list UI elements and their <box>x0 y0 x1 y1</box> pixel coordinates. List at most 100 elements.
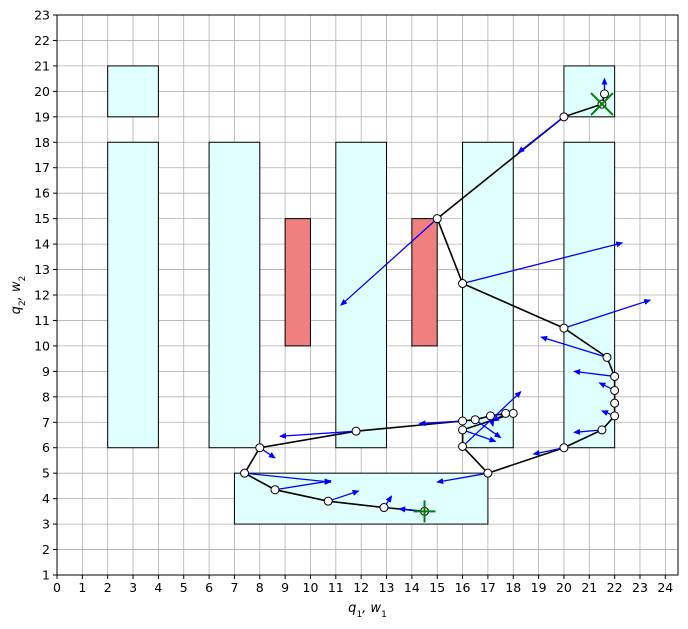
free-region-box <box>208 141 261 449</box>
x-tick-label: 17 <box>480 580 496 595</box>
y-tick-label: 18 <box>34 135 50 150</box>
path-point <box>485 411 495 421</box>
velocity-arrows <box>244 77 652 513</box>
velocity-arrow <box>517 116 565 154</box>
path-point <box>351 426 361 436</box>
path-point <box>610 398 620 408</box>
x-tick-label: 21 <box>581 580 597 595</box>
path-point <box>483 468 493 478</box>
y-tick-label: 5 <box>42 466 50 481</box>
velocity-arrow <box>573 369 615 378</box>
y-tick-label: 7 <box>42 415 50 430</box>
y-axis-label: q2, w2 <box>9 276 28 315</box>
x-tick-label: 15 <box>429 580 445 595</box>
x-tick-label: 0 <box>53 580 61 595</box>
x-tick-label: 24 <box>657 580 673 595</box>
path-point <box>255 443 265 453</box>
velocity-arrow <box>274 478 332 491</box>
y-tick-label: 22 <box>34 33 50 48</box>
x-tick-label: 8 <box>256 580 264 595</box>
velocity-arrow <box>532 447 565 456</box>
x-tick-label: 13 <box>379 580 395 595</box>
path-point <box>610 371 620 381</box>
x-tick-label: 1 <box>78 580 86 595</box>
endpoint-markers <box>413 92 614 523</box>
x-tick-label: 23 <box>632 580 648 595</box>
path-point <box>559 323 569 333</box>
x-tick-label: 19 <box>531 580 547 595</box>
velocity-arrow <box>279 430 357 439</box>
free-region-box <box>233 472 489 525</box>
velocity-arrow <box>328 490 360 502</box>
path-point <box>501 408 511 418</box>
obstacle-box <box>411 218 438 347</box>
y-tick-label: 6 <box>42 440 50 455</box>
path-point <box>559 112 569 122</box>
obstacles <box>284 218 438 347</box>
velocity-arrow <box>474 419 502 439</box>
path-point <box>458 425 468 435</box>
y-tick-label: 16 <box>34 186 50 201</box>
path-point <box>602 352 612 362</box>
velocity-arrow <box>244 472 332 485</box>
axis-ticks: 0 1 2 3 4 5 6 7 8 9 10 11 12 13 14 15 16 17 18 19 20 21 22 23 24… <box>34 8 673 596</box>
x-tick-label: 5 <box>180 580 188 595</box>
path-point <box>270 485 280 495</box>
y-tick-label: 19 <box>34 109 50 124</box>
x-tick-label: 12 <box>353 580 369 595</box>
path-point <box>559 443 569 453</box>
velocity-arrow <box>540 335 608 358</box>
path-line <box>243 93 616 513</box>
goal-marker-b <box>590 92 614 116</box>
path-point <box>610 385 620 395</box>
velocity-arrow <box>462 241 624 285</box>
free-region-box <box>107 141 159 449</box>
path-point <box>597 425 607 435</box>
velocity-arrow <box>462 429 497 443</box>
free-region-box <box>107 65 159 118</box>
y-tick-label: 17 <box>34 160 50 175</box>
x-tick-label: 3 <box>129 580 137 595</box>
path-point <box>240 468 250 478</box>
x-tick-label: 4 <box>154 580 162 595</box>
x-tick-label: 11 <box>328 580 344 595</box>
y-tick-label: 9 <box>42 364 50 379</box>
path-point <box>470 415 480 425</box>
y-tick-label: 2 <box>42 542 50 557</box>
free-region-box <box>335 141 388 449</box>
path-point <box>323 496 333 506</box>
x-tick-label: 6 <box>205 580 213 595</box>
y-tick-label: 1 <box>42 568 50 583</box>
obstacle-box <box>284 218 311 347</box>
y-tick-label: 8 <box>42 389 50 404</box>
y-tick-label: 11 <box>34 313 50 328</box>
trajectory-path <box>243 93 616 513</box>
y-tick-label: 14 <box>34 237 50 252</box>
x-tick-label: 9 <box>281 580 289 595</box>
path-point <box>458 416 468 426</box>
x-axis-label: q1, w1 <box>348 601 387 620</box>
x-tick-label: 7 <box>230 580 238 595</box>
velocity-arrow <box>340 218 438 306</box>
y-tick-label: 15 <box>34 211 50 226</box>
x-tick-label: 14 <box>404 580 420 595</box>
path-point <box>432 214 442 224</box>
velocity-arrow <box>436 472 489 485</box>
y-tick-label: 23 <box>34 8 50 23</box>
x-tick-label: 18 <box>505 580 521 595</box>
y-tick-label: 12 <box>34 288 50 303</box>
y-tick-label: 21 <box>34 58 50 73</box>
x-tick-label: 2 <box>104 580 112 595</box>
path-point <box>599 89 609 99</box>
path-point <box>379 503 389 513</box>
path-point <box>610 411 620 421</box>
y-tick-label: 3 <box>42 517 50 532</box>
x-tick-label: 16 <box>455 580 471 595</box>
free-region-box <box>563 141 616 449</box>
x-tick-label: 22 <box>607 580 623 595</box>
y-tick-label: 20 <box>34 84 50 99</box>
path-point <box>458 279 468 289</box>
velocity-arrow <box>563 299 652 329</box>
velocity-arrow <box>573 428 603 435</box>
